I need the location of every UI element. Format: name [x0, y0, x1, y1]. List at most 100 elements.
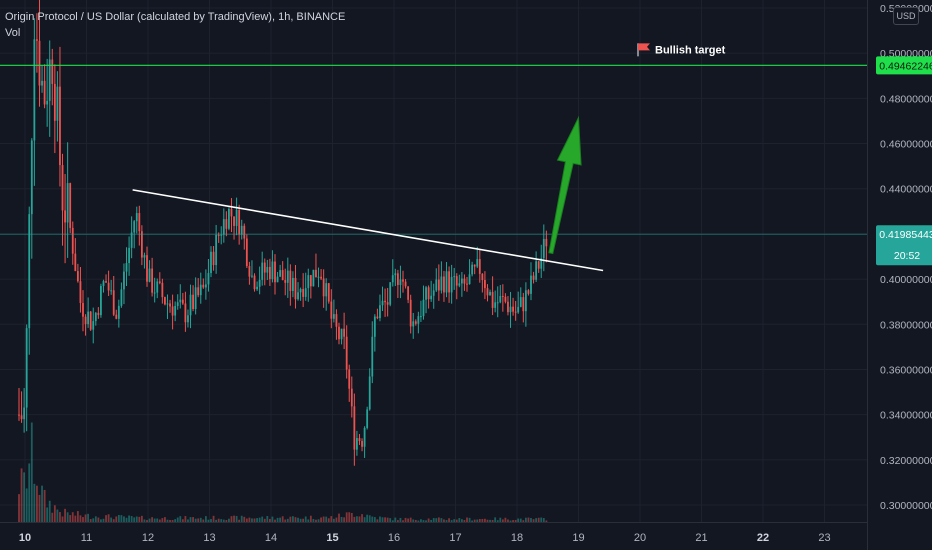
- volume-bar: [64, 508, 66, 522]
- candle-body: [207, 273, 210, 285]
- candle-body: [294, 277, 297, 300]
- candle-body: [332, 314, 335, 319]
- candle-body: [79, 281, 82, 304]
- volume-bar: [404, 517, 407, 522]
- candle-body: [263, 262, 266, 273]
- volume-bar: [440, 518, 443, 522]
- candle-body: [504, 296, 507, 302]
- volume-indicator-label[interactable]: Vol: [5, 27, 21, 39]
- candle-body: [327, 283, 330, 302]
- volume-bar: [261, 516, 264, 522]
- volume-bar: [284, 519, 287, 522]
- candle-body: [343, 328, 346, 337]
- candle-body: [210, 251, 212, 274]
- price-tick-label: 0.32000000: [880, 455, 932, 467]
- candle-body: [261, 262, 264, 280]
- volume-bar: [484, 518, 486, 522]
- candle-body: [123, 271, 125, 290]
- volume-bar: [348, 512, 351, 522]
- volume-bar: [153, 518, 156, 522]
- volume-bar: [325, 516, 328, 522]
- candle-body: [381, 300, 384, 306]
- volume-bar: [36, 485, 38, 522]
- candle-body: [89, 311, 92, 330]
- candle-body: [33, 39, 36, 141]
- candle-body: [312, 269, 315, 287]
- candle-body: [194, 287, 197, 310]
- candle-body: [317, 276, 320, 278]
- volume-bar: [481, 518, 484, 522]
- bullish-arrow[interactable]: [548, 115, 582, 255]
- volume-bar: [363, 517, 366, 522]
- volume-bar: [499, 517, 502, 522]
- volume-bar: [46, 507, 49, 522]
- volume-bar: [171, 520, 174, 522]
- descending-trendline[interactable]: [132, 189, 604, 272]
- candle-body: [320, 276, 322, 279]
- candle-body: [478, 259, 481, 274]
- candle-body: [212, 251, 215, 266]
- volume-bar: [199, 517, 202, 522]
- candle-body: [64, 210, 66, 223]
- candle-body: [338, 326, 340, 340]
- volume-bar: [407, 518, 410, 522]
- volume-bar: [366, 514, 369, 522]
- volume-bar: [535, 518, 538, 522]
- candle-body: [151, 268, 154, 293]
- volume-bar: [281, 516, 284, 522]
- volume-bar: [427, 518, 430, 522]
- volume-bar: [356, 516, 358, 522]
- candle-body: [59, 86, 61, 166]
- time-tick-label: 14: [265, 532, 277, 544]
- volume-bar: [217, 518, 220, 522]
- candle-body: [230, 208, 233, 217]
- candle-body: [437, 279, 440, 291]
- candle-body: [394, 273, 397, 276]
- volume-bar: [322, 516, 325, 522]
- candle-body: [225, 219, 228, 229]
- candle-body: [496, 302, 499, 304]
- volume-bar: [368, 515, 371, 522]
- candle-body: [322, 278, 325, 297]
- candle-body: [46, 100, 49, 105]
- candle-body: [292, 277, 294, 291]
- volume-bar: [215, 519, 218, 522]
- candle-body: [404, 281, 407, 287]
- symbol-title[interactable]: Origin Protocol / US Dollar (calculated …: [5, 11, 346, 23]
- candle-body: [450, 276, 453, 293]
- price-tick-label: 0.48000000: [880, 93, 932, 105]
- price-tick-label: 0.30000000: [880, 500, 932, 512]
- candle-body: [540, 258, 543, 269]
- candle-body: [289, 270, 292, 291]
- volume-bar: [212, 515, 215, 522]
- candle-body: [281, 270, 284, 281]
- volume-bar: [207, 519, 210, 522]
- volume-bar: [143, 519, 146, 522]
- currency-button[interactable]: USD: [893, 7, 919, 25]
- time-axis[interactable]: 10 11 12 13 14 15 16 17 18 19 20 21 22 23: [19, 532, 831, 544]
- volume-bar: [82, 517, 84, 522]
- volume-bar: [181, 519, 184, 522]
- volume-bar: [522, 520, 525, 522]
- bullish-target-annotation[interactable]: Bullish target: [637, 43, 726, 57]
- volume-bar: [435, 518, 438, 522]
- candle-body: [356, 438, 358, 450]
- volume-bar: [320, 517, 322, 522]
- candle-body: [243, 225, 246, 239]
- volume-bar: [263, 518, 266, 522]
- volume-bar: [425, 520, 427, 522]
- candle-body: [107, 282, 110, 291]
- time-tick-label: 21: [695, 532, 707, 544]
- time-tick-label: 11: [81, 532, 92, 544]
- volume-bar: [409, 517, 412, 522]
- volume-bar: [256, 518, 258, 522]
- price-axis[interactable]: 0.520000000.500000000.480000000.46000000…: [880, 3, 932, 512]
- candle-body: [545, 238, 548, 247]
- candle-body: [82, 303, 84, 317]
- volume-bar: [527, 517, 530, 522]
- volume-bar: [76, 511, 79, 522]
- volume-bar: [471, 520, 474, 522]
- volume-bar: [396, 520, 399, 522]
- volume-bar: [491, 519, 494, 522]
